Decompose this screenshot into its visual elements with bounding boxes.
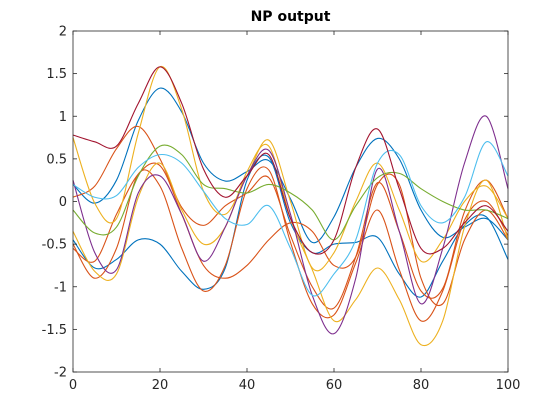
x-tick-label: 100 xyxy=(496,378,521,393)
y-tick-label: -2 xyxy=(54,366,67,381)
series-lines xyxy=(72,66,509,347)
y-tick-label: 0 xyxy=(59,195,67,210)
y-tick-label: -1.5 xyxy=(42,323,67,338)
series-line-6 xyxy=(72,66,509,272)
x-tick-label: 80 xyxy=(413,378,430,393)
y-tick-label: 1 xyxy=(59,110,67,125)
series-line-4 xyxy=(72,166,509,322)
chart-title: NP output xyxy=(250,9,331,25)
x-tick-label: 40 xyxy=(239,378,256,393)
x-tick-label: 60 xyxy=(326,378,343,393)
x-tick-label: 20 xyxy=(152,378,169,393)
y-tick-label: -1 xyxy=(54,280,67,295)
series-line-10 xyxy=(72,141,509,297)
y-tick-label: -0.5 xyxy=(42,238,67,253)
y-tick-label: 0.5 xyxy=(46,152,67,167)
x-tick-label: 0 xyxy=(69,378,77,393)
series-line-3 xyxy=(72,125,509,310)
y-tick-label: 2 xyxy=(59,25,67,40)
y-tick-label: 1.5 xyxy=(46,67,67,82)
y-axis: -2 -1.5 -1 -0.5 0 0.5 1 1.5 2 xyxy=(42,25,508,381)
series-line-8 xyxy=(72,115,509,335)
series-line-11 xyxy=(72,66,509,255)
series-line-9 xyxy=(72,144,509,241)
x-axis: 0 20 40 60 80 100 xyxy=(69,31,521,393)
